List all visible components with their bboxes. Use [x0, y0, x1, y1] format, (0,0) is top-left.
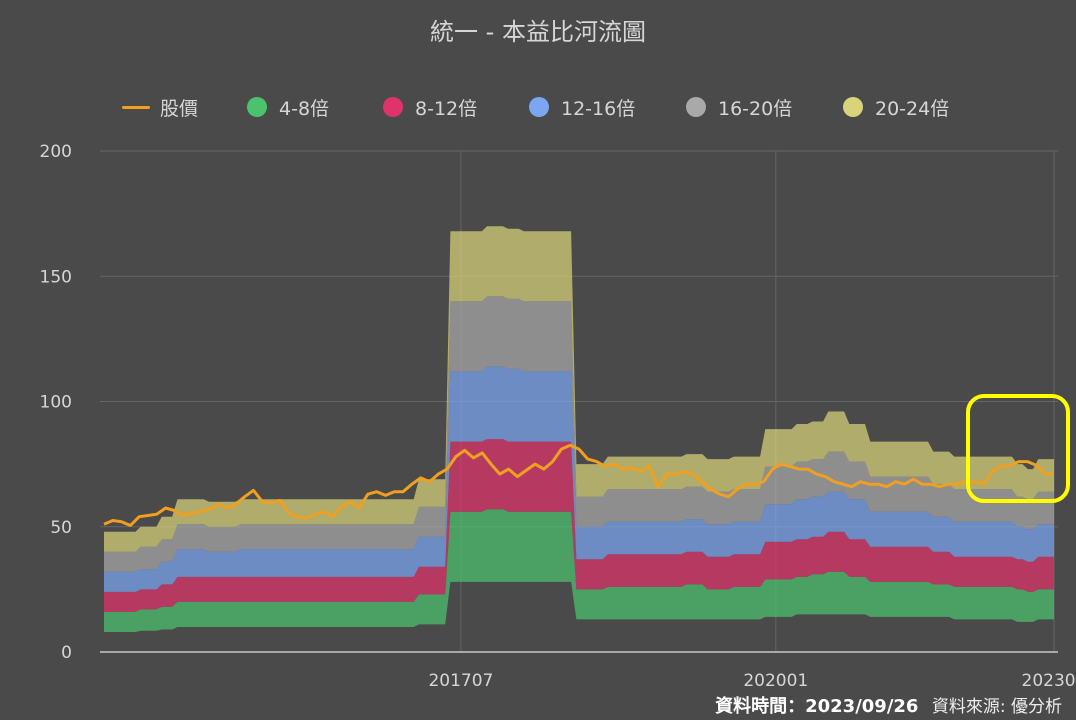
legend-item-price[interactable]: 股價: [122, 92, 198, 122]
legend-dot-icon: [529, 97, 549, 117]
data-source: 資料來源: 優分析: [931, 697, 1062, 717]
legend-item-band-16-20[interactable]: 16-20倍: [686, 92, 792, 122]
x-tick-label: 202001: [743, 671, 808, 691]
legend-item-band-8-12[interactable]: 8-12倍: [383, 92, 477, 122]
band-area-16-20[interactable]: [104, 296, 1054, 572]
band-area-8-12[interactable]: [104, 439, 1054, 612]
footer: 資料時間：2023/09/26 資料來源: 優分析: [715, 692, 1062, 718]
chart-title: 統一 - 本益比河流圖: [430, 18, 646, 46]
legend-label: 12-16倍: [561, 97, 636, 120]
y-tick-label: 100: [40, 393, 72, 413]
legend-dot-icon: [383, 97, 403, 117]
y-tick-label: 150: [40, 267, 72, 287]
legend-label: 股價: [160, 97, 199, 120]
legend-dot-icon: [686, 97, 706, 117]
x-tick-label: 202309: [1022, 671, 1076, 691]
band-area-12-16[interactable]: [104, 366, 1054, 592]
axes: 0 50 100 150 200 201707 202001 202309: [40, 142, 1076, 691]
legend-label: 4-8倍: [279, 97, 330, 120]
legend-label: 8-12倍: [415, 97, 478, 120]
legend-dot-icon: [247, 97, 267, 117]
y-tick-label: 0: [61, 643, 72, 663]
highlight-box: [966, 394, 1070, 503]
legend-item-band-20-24[interactable]: 20-24倍: [843, 92, 949, 122]
data-time: 資料時間：2023/09/26: [715, 696, 919, 717]
y-tick-label: 200: [40, 142, 72, 162]
price-line[interactable]: [103, 443, 1054, 527]
legend-item-band-12-16[interactable]: 12-16倍: [529, 92, 635, 122]
legend-line-icon: [122, 105, 150, 109]
legend-dot-icon: [843, 97, 863, 117]
legend-item-band-4-8[interactable]: 4-8倍: [247, 92, 329, 122]
price-line-group: [103, 443, 1054, 527]
band-area-4-8[interactable]: [104, 509, 1054, 632]
band-area-20-24[interactable]: [104, 226, 1054, 552]
band-areas: [104, 226, 1054, 632]
y-tick-label: 50: [50, 518, 72, 538]
chart-legend: 股價 4-8倍 8-12倍 12-16倍 16-20倍 20-24倍: [0, 92, 1076, 122]
legend-label: 20-24倍: [875, 97, 950, 120]
legend-label: 16-20倍: [718, 97, 793, 120]
x-tick-label: 201707: [428, 671, 493, 691]
